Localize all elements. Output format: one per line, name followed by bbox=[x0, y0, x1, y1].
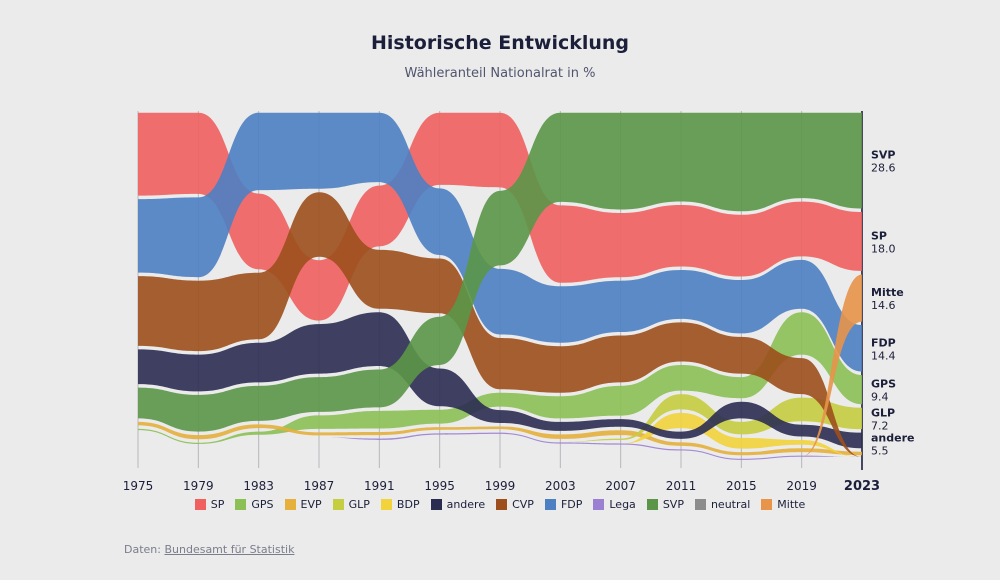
x-tick-label-1999: 1999 bbox=[485, 479, 516, 493]
legend-label: BDP bbox=[396, 498, 420, 511]
legend-item-bdp[interactable]: BDP bbox=[380, 498, 420, 511]
end-label-name-gps: GPS bbox=[871, 378, 896, 391]
band-gps[interactable] bbox=[138, 312, 862, 444]
band-fdp[interactable] bbox=[138, 112, 862, 372]
legend-swatch bbox=[593, 499, 605, 510]
band-evp[interactable] bbox=[138, 421, 862, 456]
x-tick-label-1987: 1987 bbox=[304, 479, 335, 493]
legend-label: Lega bbox=[609, 498, 636, 511]
end-label-value-mitte: 14.6 bbox=[871, 299, 896, 312]
legend-item-gps[interactable]: GPS bbox=[235, 498, 274, 511]
bands bbox=[138, 112, 862, 461]
band-sp[interactable] bbox=[138, 112, 862, 321]
legend-item-sp[interactable]: SP bbox=[194, 498, 225, 511]
legend-item-neutral[interactable]: neutral bbox=[694, 498, 751, 511]
legend-swatch bbox=[430, 499, 442, 510]
band-svp[interactable] bbox=[138, 112, 862, 432]
x-tick-label-1983: 1983 bbox=[243, 479, 274, 493]
legend-item-evp[interactable]: EVP bbox=[284, 498, 322, 511]
legend-item-svp[interactable]: SVP bbox=[646, 498, 684, 511]
legend-item-glp[interactable]: GLP bbox=[332, 498, 370, 511]
band-lega[interactable] bbox=[138, 427, 862, 460]
end-label-value-glp: 7.2 bbox=[871, 419, 889, 432]
x-tick-label-1995: 1995 bbox=[424, 479, 455, 493]
legend-swatch bbox=[194, 499, 206, 510]
end-label-value-fdp: 14.4 bbox=[871, 349, 896, 362]
chart-subtitle: Wähleranteil Nationalrat in % bbox=[404, 66, 596, 81]
x-tick-label-2007: 2007 bbox=[605, 479, 636, 493]
x-tick-label-2003: 2003 bbox=[545, 479, 576, 493]
source-prefix: Daten: bbox=[124, 543, 165, 556]
legend-label: neutral bbox=[710, 498, 751, 511]
legend-label: andere bbox=[446, 498, 486, 511]
x-tick-label-1991: 1991 bbox=[364, 479, 395, 493]
legend-item-mitte[interactable]: Mitte bbox=[761, 498, 805, 511]
legend-label: SVP bbox=[662, 498, 684, 511]
legend-swatch bbox=[694, 499, 706, 510]
end-label-name-fdp: FDP bbox=[871, 336, 896, 349]
end-label-name-mitte: Mitte bbox=[871, 286, 904, 299]
legend-swatch bbox=[496, 499, 508, 510]
end-label-name-sp: SP bbox=[871, 229, 887, 242]
x-tick-label-2011: 2011 bbox=[666, 479, 697, 493]
x-tick-label-2023: 2023 bbox=[844, 479, 880, 494]
source-link[interactable]: Bundesamt für Statistik bbox=[164, 543, 295, 556]
legend-swatch bbox=[332, 499, 344, 510]
band-andere[interactable] bbox=[138, 312, 862, 449]
legend-label: EVP bbox=[300, 498, 322, 511]
legend-label: Mitte bbox=[777, 498, 806, 511]
x-tick-label-2015: 2015 bbox=[726, 479, 757, 493]
end-label-value-gps: 9.4 bbox=[871, 391, 889, 404]
band-bdp[interactable] bbox=[138, 412, 862, 457]
chart-title: Historische Entwicklung bbox=[370, 32, 630, 54]
legend-swatch bbox=[761, 499, 773, 510]
x-tick-label-1979: 1979 bbox=[183, 479, 214, 493]
legend-item-lega[interactable]: Lega bbox=[593, 498, 636, 511]
band-glp[interactable] bbox=[138, 394, 862, 444]
end-label-name-andere: andere bbox=[871, 431, 914, 444]
source-note: Daten: Bundesamt für Statistik bbox=[124, 543, 294, 556]
legend-item-cvp[interactable]: CVP bbox=[496, 498, 534, 511]
legend-swatch bbox=[235, 499, 247, 510]
x-tick-label-2019: 2019 bbox=[786, 479, 817, 493]
legend-swatch bbox=[284, 499, 296, 510]
legend-swatch bbox=[544, 499, 556, 510]
end-label-name-svp: SVP bbox=[871, 149, 896, 162]
legend-label: GLP bbox=[348, 498, 370, 511]
end-label-name-glp: GLP bbox=[871, 406, 895, 419]
x-tick-label-1975: 1975 bbox=[123, 479, 154, 493]
legend-label: FDP bbox=[560, 498, 583, 511]
legend-swatch bbox=[646, 499, 658, 510]
legend-item-andere[interactable]: andere bbox=[430, 498, 486, 511]
legend-label: CVP bbox=[512, 498, 534, 511]
legend-label: GPS bbox=[251, 498, 274, 511]
end-label-value-sp: 18.0 bbox=[871, 242, 896, 255]
end-label-value-andere: 5.5 bbox=[871, 444, 889, 457]
end-label-value-svp: 28.6 bbox=[871, 162, 896, 175]
legend-item-fdp[interactable]: FDP bbox=[544, 498, 583, 511]
chart-legend: SP GPS EVP GLP BDP andere CVP FDP Lega SVP neutral… bbox=[0, 498, 1000, 511]
legend-label: SP bbox=[210, 498, 225, 511]
legend-swatch bbox=[380, 499, 392, 510]
